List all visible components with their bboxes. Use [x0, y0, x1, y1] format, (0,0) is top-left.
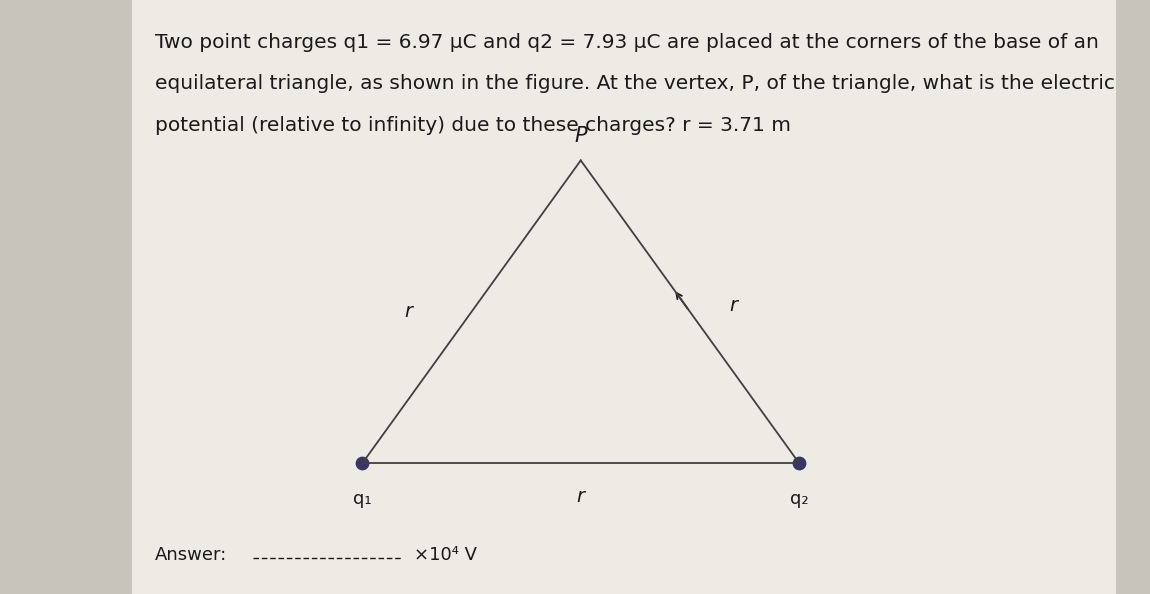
- Point: [353, 459, 371, 468]
- Text: ×10⁴ V: ×10⁴ V: [414, 546, 477, 564]
- Point: [790, 459, 808, 468]
- Text: Answer:: Answer:: [155, 546, 228, 564]
- Text: r: r: [577, 487, 584, 506]
- Text: Two point charges q1 = 6.97 μC and q2 = 7.93 μC are placed at the corners of the: Two point charges q1 = 6.97 μC and q2 = …: [155, 33, 1099, 52]
- Text: q₂: q₂: [790, 490, 808, 508]
- Text: potential (relative to infinity) due to these charges? r = 3.71 m: potential (relative to infinity) due to …: [155, 116, 791, 135]
- Text: r: r: [730, 296, 737, 315]
- Text: r: r: [405, 302, 412, 321]
- Text: P: P: [575, 125, 586, 146]
- Text: equilateral triangle, as shown in the figure. At the vertex, P, of the triangle,: equilateral triangle, as shown in the fi…: [155, 74, 1116, 93]
- Text: q₁: q₁: [353, 490, 371, 508]
